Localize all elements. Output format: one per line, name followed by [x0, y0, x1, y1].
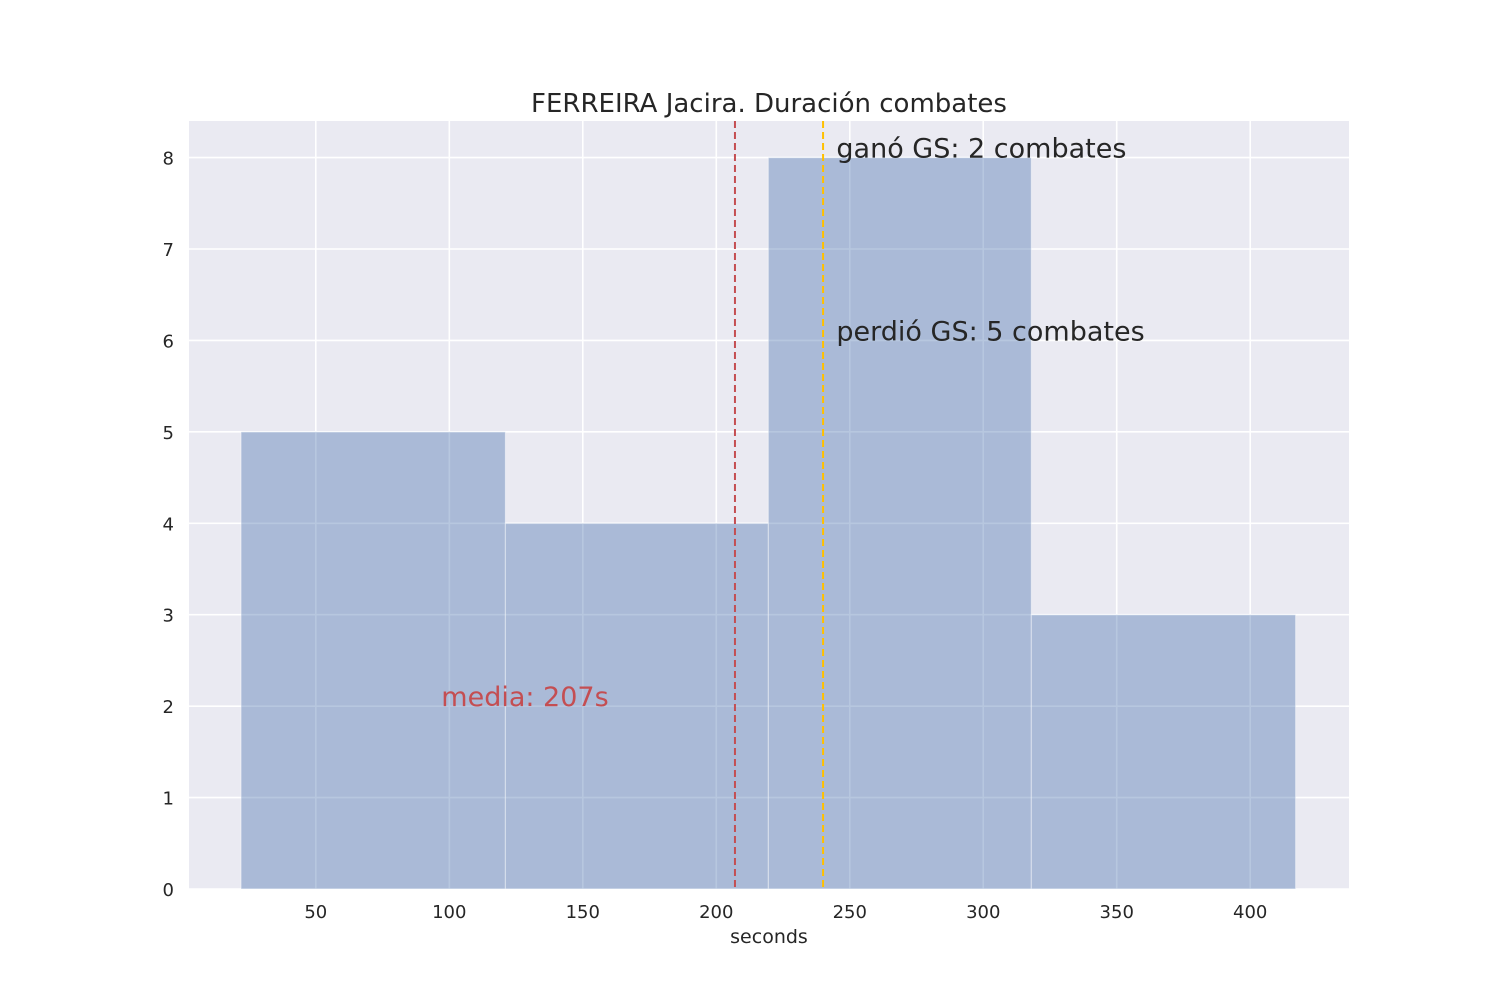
histogram-bar-2: [504, 522, 769, 890]
annotations: media: 207s ganó GS: 2 combates perdió GS:…: [441, 134, 1144, 714]
x-tick-label: 50: [304, 902, 327, 923]
y-tick-label: 2: [163, 697, 174, 718]
x-tick-label: 100: [432, 902, 466, 923]
grid: [189, 121, 1349, 890]
y-axis-ticks: 0 1 2 3 4 5 6 7 8: [163, 149, 174, 901]
y-tick-label: 7: [163, 240, 174, 261]
y-tick-label: 8: [163, 149, 174, 170]
x-axis-ticks: 50 100 150 200 250 300 350 400: [304, 902, 1267, 923]
bars: [240, 157, 1297, 890]
y-tick-label: 5: [163, 423, 174, 444]
chart-title: FERREIRA Jacira. Duración combates: [531, 89, 1007, 119]
histogram-bar-3: [767, 157, 1032, 890]
reference-lines: [733, 121, 825, 889]
x-tick-label: 300: [966, 902, 1000, 923]
y-tick-label: 1: [163, 789, 174, 810]
x-tick-label: 150: [566, 902, 600, 923]
mean-label: media: 207s: [441, 682, 608, 713]
x-tick-label: 200: [699, 902, 733, 923]
x-axis-label: seconds: [730, 926, 808, 948]
y-tick-label: 6: [163, 331, 174, 352]
histogram-bar-4: [1030, 614, 1297, 890]
x-tick-label: 400: [1233, 902, 1267, 923]
lost-gs-label: perdió GS: 5 combates: [836, 316, 1144, 347]
y-tick-label: 0: [163, 880, 174, 901]
histogram-bar-1: [240, 431, 506, 890]
won-gs-label: ganó GS: 2 combates: [836, 134, 1126, 165]
x-tick-label: 350: [1100, 902, 1134, 923]
y-tick-label: 3: [163, 606, 174, 627]
x-tick-label: 250: [833, 902, 867, 923]
y-tick-label: 4: [163, 514, 174, 535]
